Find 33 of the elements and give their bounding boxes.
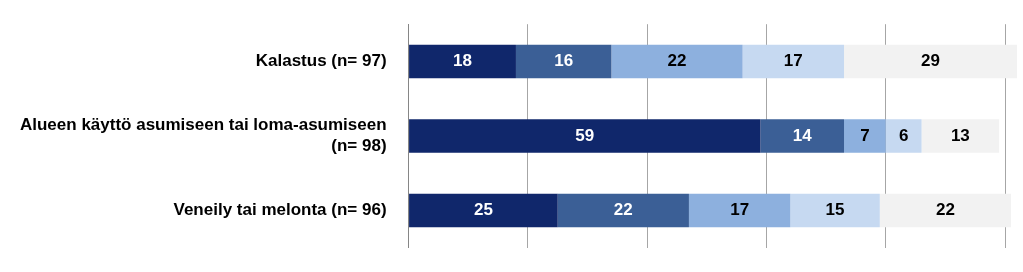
data-label: 59: [575, 125, 595, 145]
data-label: 6: [898, 125, 909, 145]
data-label: 15: [825, 200, 845, 220]
data-label: 25: [473, 200, 493, 220]
bar: [515, 44, 612, 79]
data-label: 18: [453, 51, 472, 71]
data-label: 7: [860, 125, 870, 145]
bar: [885, 119, 922, 153]
data-label: 22: [935, 200, 955, 220]
data-label: 29: [921, 51, 940, 71]
bar: [921, 119, 1000, 153]
bar: [409, 119, 761, 153]
bar: [844, 119, 886, 153]
y-tick-label: Veneily tai melonta (n= 96): [173, 200, 387, 220]
bar: [760, 119, 845, 153]
y-tick-label: Alueen käyttö asumiseen tai loma-asumiseen (n= 98): [19, 115, 387, 155]
data-label: 14: [792, 125, 813, 145]
data-label: 16: [554, 51, 574, 71]
bar: [844, 44, 1017, 79]
bar: [742, 44, 845, 79]
bar: [790, 193, 880, 228]
bar: [409, 44, 516, 79]
bar: [688, 193, 791, 228]
data-label: 22: [667, 51, 687, 71]
data-label: 13: [950, 125, 970, 145]
data-label: 17: [783, 51, 803, 71]
data-label: 22: [613, 200, 633, 220]
y-tick-label: Kalastus (n= 97): [255, 51, 387, 71]
bar: [557, 193, 689, 228]
bar: [409, 193, 558, 228]
bar: [611, 44, 743, 79]
bar: [879, 193, 1012, 228]
data-label: 17: [730, 200, 750, 220]
